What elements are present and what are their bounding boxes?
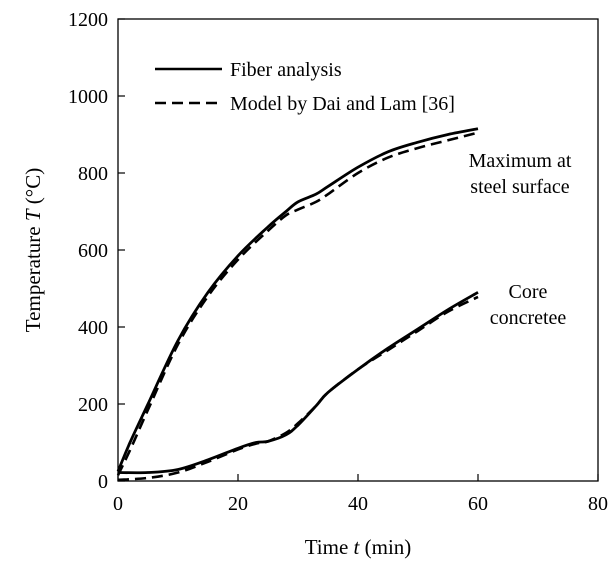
series	[116, 127, 479, 482]
annotations: Maximum at steel surface Core concretee	[469, 150, 572, 329]
y-tick-label: 600	[78, 240, 108, 262]
x-tick-label: 40	[348, 493, 368, 515]
series-line-1-dai-lam-model	[116, 131, 479, 476]
y-tick-label: 400	[78, 317, 108, 339]
axes	[117, 18, 599, 482]
y-tick-label: 0	[98, 471, 108, 493]
annotation-maximum-line2: steel surface	[470, 176, 570, 198]
x-axis-title: Time t (min)	[305, 535, 412, 559]
annotation-maximum-line1: Maximum at	[469, 150, 572, 172]
y-tick-label: 200	[78, 394, 108, 416]
y-tick-label: 800	[78, 163, 108, 185]
legend: Fiber analysis Model by Dai and Lam [36]	[155, 59, 455, 115]
series-line-0-fiber-analysis	[116, 127, 479, 472]
x-tick-label: 60	[468, 493, 488, 515]
y-axis-title: Temperature T (°C)	[21, 168, 45, 332]
annotation-core-line1: Core	[509, 281, 548, 303]
y-tick-label: 1200	[68, 9, 108, 31]
y-tick-label: 1000	[68, 86, 108, 108]
annotation-core-line2: concretee	[490, 307, 567, 329]
series-line-2-fiber-analysis	[117, 291, 479, 475]
x-tick-label: 0	[113, 493, 123, 515]
legend-label-fiber-analysis: Fiber analysis	[230, 59, 342, 81]
x-tick-label: 80	[588, 493, 608, 515]
x-tick-label: 20	[228, 493, 248, 515]
legend-label-dai-lam-model: Model by Dai and Lam [36]	[230, 93, 455, 115]
plot-frame	[117, 18, 599, 482]
series-line-3-dai-lam-model	[117, 295, 479, 482]
